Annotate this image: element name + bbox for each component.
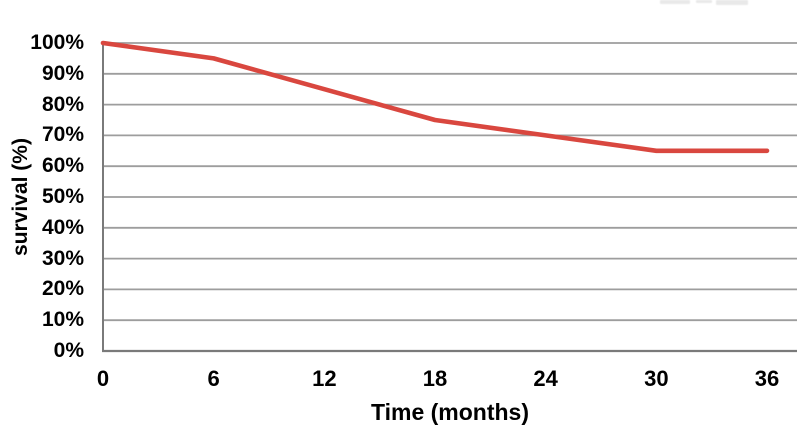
y-tick-label: 100% xyxy=(30,31,84,54)
cropped-text-artifact xyxy=(660,0,770,6)
y-tick-label: 40% xyxy=(41,215,84,239)
y-tick-label: 20% xyxy=(41,277,84,301)
y-tick-label: 10% xyxy=(41,308,84,332)
y-tick-label: 90% xyxy=(41,61,84,85)
y-tick-label: 30% xyxy=(41,246,84,270)
x-axis-title: Time (months) xyxy=(370,399,530,425)
x-tick-label: 18 xyxy=(422,366,448,391)
x-tick-label: 30 xyxy=(644,366,669,391)
artifact-mark xyxy=(696,0,712,3)
x-tick-label: 36 xyxy=(754,366,780,391)
y-axis-title: survival (%) xyxy=(9,138,32,256)
y-tick-label: 70% xyxy=(41,123,84,147)
x-tick-label: 0 xyxy=(96,366,110,391)
y-tick-label: 60% xyxy=(41,154,84,178)
y-tick-label: 50% xyxy=(41,185,84,208)
series-survival xyxy=(100,40,770,154)
y-tick-label: 0% xyxy=(53,339,84,362)
x-tick-label: 12 xyxy=(312,366,337,391)
artifact-mark xyxy=(716,0,748,5)
y-tick-label: 80% xyxy=(41,92,84,116)
x-tick-label: 6 xyxy=(207,366,220,391)
artifact-mark xyxy=(660,0,690,4)
x-tick-label: 24 xyxy=(533,366,558,391)
